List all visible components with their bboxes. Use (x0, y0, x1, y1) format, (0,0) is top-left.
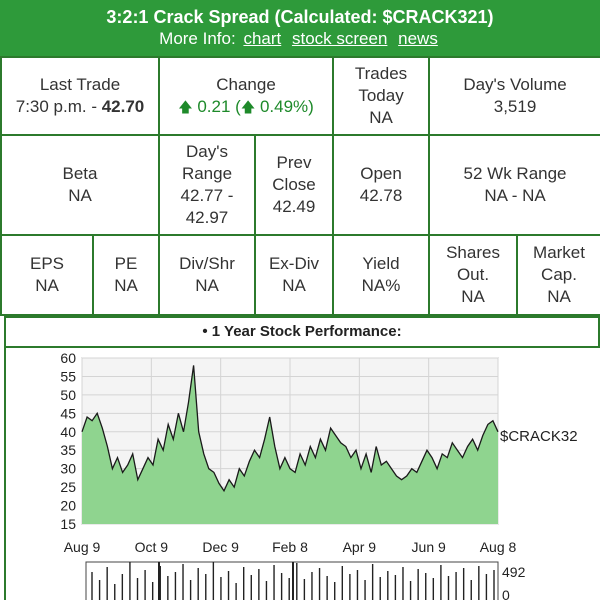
x-tick-label: Jun 9 (412, 539, 446, 555)
last-trade-cell: Last Trade 7:30 p.m. - 42.70 (0, 56, 160, 136)
pe-value: NA (114, 276, 138, 295)
eps-value: NA (35, 276, 59, 295)
volume-cell: Day's Volume 3,519 (428, 56, 600, 136)
shares-out-value: NA (461, 287, 485, 306)
y-tick-label: 40 (60, 424, 76, 440)
news-link[interactable]: news (398, 29, 438, 48)
chart-link[interactable]: chart (243, 29, 282, 48)
trades-today-cell: Trades Today NA (332, 56, 431, 136)
eps-label: EPS (29, 254, 65, 273)
quote-header: 3:2:1 Crack Spread (Calculated: $CRACK32… (0, 0, 600, 56)
market-cap-value: NA (547, 287, 571, 306)
div-shr-label: Div/Shr (179, 254, 235, 273)
performance-heading: • 1 Year Stock Performance: (4, 316, 600, 346)
days-range-high: 42.97 (185, 208, 229, 227)
prev-close-label: Prev (276, 153, 312, 172)
shares-out-label: Shares (446, 243, 500, 262)
stock-screen-link[interactable]: stock screen (291, 29, 388, 48)
52wk-range-value: NA - NA (484, 186, 546, 205)
change-cell: Change 🡅 0.21 (🡅 0.49%) (157, 56, 335, 136)
x-tick-label: Dec 9 (202, 539, 239, 555)
beta-cell: Beta NA (0, 134, 160, 236)
days-range-cell: Day's Range 42.77 - 42.97 (158, 134, 256, 236)
yield-value: NA% (361, 276, 401, 295)
trades-today-label: Trades (354, 64, 408, 83)
days-range-low: 42.77 - (180, 186, 234, 205)
y-tick-label: 20 (60, 498, 76, 514)
change-percent: 0.49% (259, 97, 309, 116)
last-trade-time: 7:30 p.m. - (15, 97, 102, 116)
performance-chart: 15 20 25 30 35 40 45 50 55 60 Aug 9 Oct 9 Dec 9 Feb … (60, 350, 578, 600)
prev-close-label-2: Close (272, 175, 316, 194)
open-cell: Open 42.78 (332, 134, 431, 236)
open-label: Open (360, 164, 402, 183)
y-tick-label: 25 (60, 479, 76, 495)
beta-value: NA (68, 186, 92, 205)
volume-max-label: 492 (502, 564, 526, 580)
market-cap-label: Market (533, 243, 585, 262)
x-tick-label: Feb 8 (272, 539, 308, 555)
volume-value: 3,519 (493, 97, 537, 116)
volume-min-label: 0 (502, 587, 510, 600)
div-shr-value: NA (195, 276, 219, 295)
y-tick-label: 35 (60, 442, 76, 458)
y-tick-label: 60 (60, 350, 76, 366)
shares-out-label-2: Out. (456, 265, 490, 284)
52wk-range-label: 52 Wk Range (463, 164, 567, 183)
trades-today-label-2: Today (358, 86, 404, 105)
prev-close-cell: Prev Close 42.49 (253, 134, 335, 236)
x-tick-label: Oct 9 (135, 539, 169, 555)
ex-div-value: NA (282, 276, 306, 295)
volume-bars (91, 562, 495, 600)
ex-div-label: Ex-Div (268, 254, 320, 273)
ex-div-cell: Ex-Div NA (253, 234, 335, 316)
days-range-label-2: Range (181, 164, 233, 183)
y-axis-ticks: 15 20 25 30 35 40 45 50 55 60 (60, 350, 76, 532)
x-tick-label: Aug 8 (480, 539, 517, 555)
performance-chart-container: 15 20 25 30 35 40 45 50 55 60 Aug 9 Oct 9 Dec 9 Feb … (4, 346, 600, 600)
shares-out-cell: Shares Out. NA (428, 234, 519, 316)
quote-table: Last Trade 7:30 p.m. - 42.70 Change 🡅 0.… (0, 56, 600, 316)
price-line (81, 365, 499, 493)
pe-label: PE (114, 254, 138, 273)
market-cap-cell: Market Cap. NA (516, 234, 600, 316)
eps-cell: EPS NA (0, 234, 94, 316)
x-axis-ticks: Aug 9 Oct 9 Dec 9 Feb 8 Apr 9 Jun 9 Aug 8 (64, 539, 517, 555)
more-info-label: More Info: (159, 29, 236, 48)
price-area (82, 365, 498, 524)
change-label: Change (216, 75, 276, 94)
yield-label: Yield (362, 254, 400, 273)
y-tick-label: 50 (60, 387, 76, 403)
trades-today-value: NA (369, 108, 393, 127)
y-tick-label: 45 (60, 405, 76, 421)
up-arrow-icon: 🡅 (240, 99, 256, 115)
y-tick-label: 30 (60, 461, 76, 477)
open-value: 42.78 (359, 186, 403, 205)
pe-cell: PE NA (92, 234, 160, 316)
days-range-label: Day's (186, 142, 228, 161)
beta-label: Beta (62, 164, 98, 183)
prev-close-value: 42.49 (272, 197, 316, 216)
last-trade-value: 42.70 (101, 97, 145, 116)
52wk-range-cell: 52 Wk Range NA - NA (428, 134, 600, 236)
last-trade-label: Last Trade (39, 75, 121, 94)
x-tick-label: Apr 9 (343, 539, 377, 555)
page-title: 3:2:1 Crack Spread (Calculated: $CRACK32… (106, 7, 494, 27)
volume-label: Day's Volume (463, 75, 567, 94)
y-tick-label: 55 (60, 368, 76, 384)
series-label: $CRACK32 (500, 428, 578, 445)
yield-cell: Yield NA% (332, 234, 431, 316)
more-info-bar: More Info: chart stock screen news (0, 28, 600, 50)
market-cap-label-2: Cap. (541, 265, 577, 284)
y-tick-label: 15 (60, 516, 76, 532)
div-shr-cell: Div/Shr NA (158, 234, 256, 316)
x-tick-label: Aug 9 (64, 539, 101, 555)
up-arrow-icon: 🡅 (178, 99, 193, 115)
change-value: 0.21 (197, 97, 231, 116)
